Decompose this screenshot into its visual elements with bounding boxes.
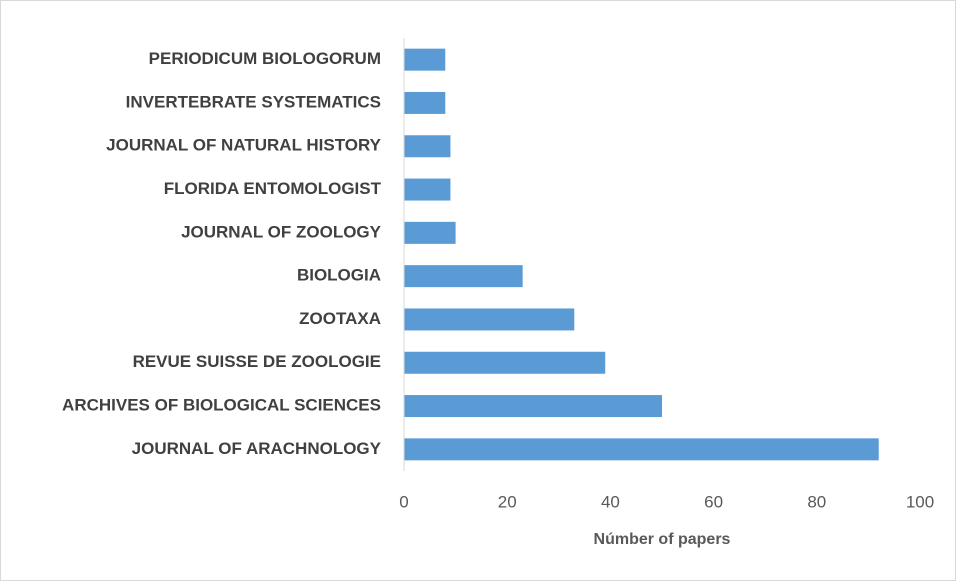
y-tick-label: PERIODICUM BIOLOGORUM [149, 49, 381, 68]
bar [404, 91, 446, 114]
y-tick-label: JOURNAL OF ARACHNOLOGY [132, 439, 382, 458]
x-tick-label: 40 [601, 492, 620, 511]
x-tick-label: 60 [704, 492, 723, 511]
bar [404, 395, 662, 418]
bar [404, 48, 446, 71]
x-tick-label: 80 [807, 492, 826, 511]
y-tick-label: JOURNAL OF NATURAL HISTORY [106, 136, 382, 155]
bar [404, 221, 456, 244]
x-axis-title: Númber of papers [594, 531, 731, 548]
x-tick-label: 0 [399, 492, 408, 511]
bar [404, 351, 606, 374]
bar [404, 178, 451, 201]
y-tick-label: INVERTEBRATE SYSTEMATICS [126, 92, 381, 111]
y-tick-label: BIOLOGIA [297, 266, 381, 285]
y-tick-label: JOURNAL OF ZOOLOGY [181, 222, 382, 241]
y-tick-label: ARCHIVES OF BIOLOGICAL SCIENCES [62, 396, 381, 415]
x-tick-label: 100 [906, 492, 934, 511]
x-tick-label: 20 [498, 492, 517, 511]
y-tick-label: ZOOTAXA [299, 309, 381, 328]
bar [404, 135, 451, 158]
bar [404, 308, 575, 331]
bar [404, 438, 879, 461]
y-tick-label: FLORIDA ENTOMOLOGIST [164, 179, 382, 198]
y-tick-label: REVUE SUISSE DE ZOOLOGIE [133, 352, 381, 371]
bar [404, 265, 523, 288]
